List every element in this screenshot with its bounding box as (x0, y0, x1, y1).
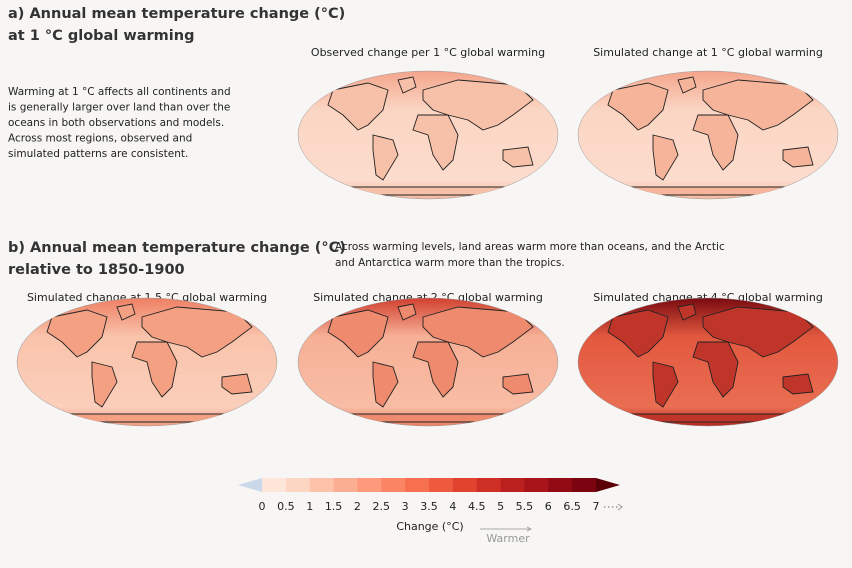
map-title: Simulated change at 2 °C global warming (313, 291, 543, 304)
colorbar-title: Change (°C) (396, 520, 463, 533)
colorbar-over (596, 478, 620, 492)
colorbar-label: 0 (259, 500, 266, 513)
colorbar-label: 4 (449, 500, 456, 513)
direction-arrow-head (526, 526, 533, 532)
colorbar-label: 3 (402, 500, 409, 513)
colorbar-label: 0.5 (277, 500, 295, 513)
colorbar-segment (405, 478, 430, 492)
colorbar-under (238, 478, 262, 492)
description: and Antarctica warm more than the tropic… (335, 257, 565, 269)
colorbar-segment (333, 478, 358, 492)
map (577, 70, 839, 200)
colorbar-segment (429, 478, 454, 492)
map (297, 297, 559, 427)
direction-label: Warmer (486, 532, 530, 545)
colorbar-segment (500, 478, 525, 492)
colorbar-label: 5.5 (516, 500, 534, 513)
colorbar-segment (262, 478, 287, 492)
description: is generally larger over land than over … (8, 102, 230, 114)
colorbar-segment (572, 478, 597, 492)
colorbar-label: 7 (593, 500, 600, 513)
map-title: Simulated change at 1.5 °C global warmin… (27, 291, 267, 304)
map-title: Observed change per 1 °C global warming (311, 46, 545, 59)
colorbar-label: 2 (354, 500, 361, 513)
map-title: Simulated change at 4 °C global warming (593, 291, 823, 304)
colorbar-label: 4.5 (468, 500, 486, 513)
description: simulated patterns are consistent. (8, 148, 188, 160)
panel-title: b) Annual mean temperature change (°C) (8, 240, 346, 256)
colorbar-label: 6.5 (563, 500, 581, 513)
colorbar-segment (452, 478, 478, 492)
description: oceans in both observations and models. (8, 117, 224, 129)
colorbar-segment (381, 478, 406, 492)
panel-title: relative to 1850-1900 (8, 262, 185, 278)
colorbar-label: 6 (545, 500, 552, 513)
colorbar-label: 1 (306, 500, 313, 513)
map (297, 70, 559, 200)
colorbar-label: 3.5 (420, 500, 438, 513)
colorbar-label: 2.5 (373, 500, 391, 513)
panel-title: at 1 °C global warming (8, 28, 194, 44)
panel-title: a) Annual mean temperature change (°C) (8, 6, 345, 22)
colorbar-label: 5 (497, 500, 504, 513)
colorbar-segment (476, 478, 502, 492)
map (16, 297, 278, 427)
colorbar-segment (524, 478, 549, 492)
colorbar-segment (285, 478, 311, 492)
more-arrow-head (617, 503, 623, 511)
colorbar-segment (548, 478, 573, 492)
colorbar-segment (309, 478, 335, 492)
map-title: Simulated change at 1 °C global warming (593, 46, 823, 59)
colorbar-segment (357, 478, 382, 492)
description: Across warming levels, land areas warm m… (335, 241, 725, 253)
map (577, 297, 839, 427)
description: Warming at 1 °C affects all continents a… (8, 86, 231, 98)
description: Across most regions, observed and (8, 133, 192, 145)
colorbar-label: 1.5 (325, 500, 343, 513)
